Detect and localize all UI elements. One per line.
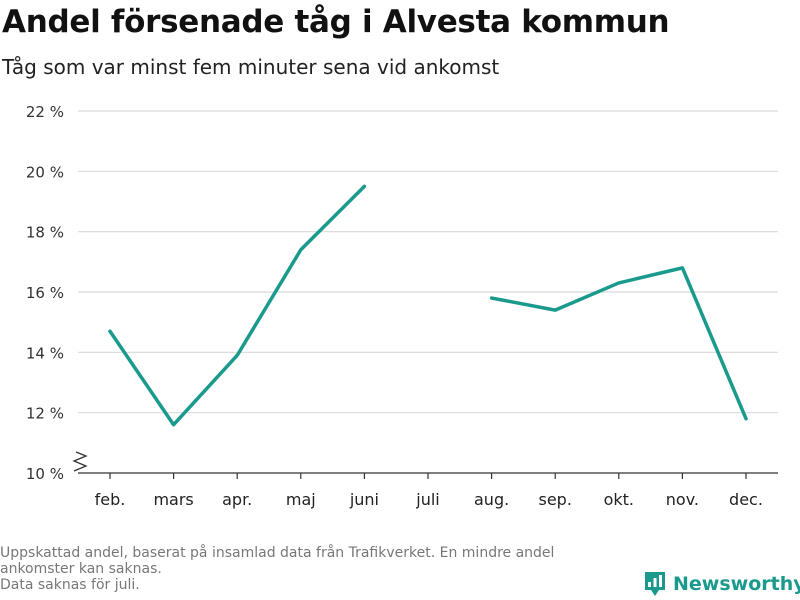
y-axis-break-icon [72, 451, 88, 472]
x-tick-label: nov. [666, 490, 699, 509]
x-tick-label: sep. [538, 490, 571, 509]
x-tick-label: dec. [729, 490, 763, 509]
series-line-segment [489, 266, 748, 421]
x-tick-label: mars [153, 490, 193, 509]
line-chart: 10 % 12 % 14 % 16 % 18 % 20 % 22 % feb. mars apr… [26, 103, 778, 509]
x-tick-label: maj [286, 490, 316, 509]
x-tick-label: juli [415, 490, 439, 509]
grid-lines [78, 110, 778, 414]
newsworthy-logo-icon [645, 572, 665, 596]
footnote-line: Data saknas för juli. [0, 577, 140, 593]
y-tick-label: 20 % [26, 163, 64, 181]
x-tick-label: aug. [474, 490, 509, 509]
y-axis-ticks: 10 % 12 % 14 % 16 % 18 % 20 % 22 % [26, 103, 64, 483]
chart-title: Andel försenade tåg i Alvesta kommun [2, 4, 670, 40]
y-tick-label: 16 % [26, 284, 64, 302]
x-axis: feb. mars apr. maj juni juli aug. sep. okt. nov. d… [78, 472, 778, 509]
y-tick-label: 18 % [26, 224, 64, 242]
chart-subtitle: Tåg som var minst fem minuter sena vid a… [2, 55, 500, 79]
series-lines [108, 184, 748, 427]
x-tick-label: okt. [604, 490, 634, 509]
x-tick-label: apr. [222, 490, 252, 509]
brand-name: Newsworthy [673, 573, 800, 595]
series-line-segment [108, 184, 367, 427]
y-tick-label: 22 % [26, 103, 64, 121]
footnote-line: ankomster kan saknas. [0, 561, 162, 577]
y-tick-label: 12 % [26, 405, 64, 423]
x-tick-label: feb. [95, 490, 126, 509]
y-tick-label: 10 % [26, 465, 64, 483]
y-tick-label: 14 % [26, 344, 64, 362]
footnote: Uppskattad andel, baserat på insamlad da… [0, 545, 640, 593]
x-tick-label: juni [349, 490, 379, 509]
footnote-line: Uppskattad andel, baserat på insamlad da… [0, 545, 555, 561]
newsworthy-logo[interactable]: Newsworthy [643, 569, 800, 599]
